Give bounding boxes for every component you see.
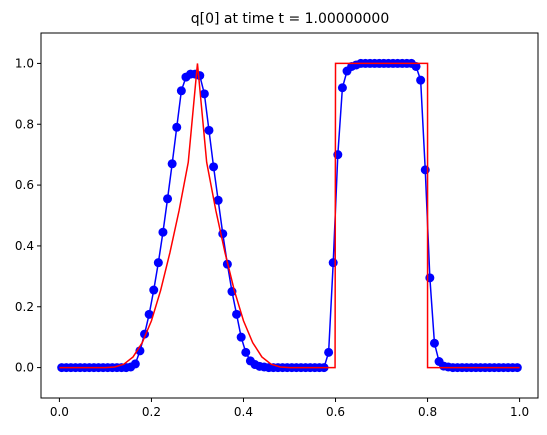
series-blue-point <box>130 359 140 369</box>
x-axis: 0.0 0.2 0.4 0.6 0.8 1.0 <box>50 398 529 419</box>
series-blue-point <box>144 309 154 319</box>
series-blue-point <box>167 159 177 169</box>
series-blue-point <box>328 258 338 268</box>
plot-frame <box>40 32 539 399</box>
x-tick-label: 1.0 <box>510 405 529 419</box>
y-tick-label: 0.0 <box>15 361 34 375</box>
y-tick-label: 0.6 <box>15 178 34 192</box>
series-blue-point <box>213 195 223 205</box>
series-blue-point <box>149 285 159 295</box>
series-red-line <box>59 62 520 369</box>
x-tick-label: 0.6 <box>326 405 345 419</box>
series-blue-point <box>241 347 251 357</box>
series-blue-point <box>429 338 439 348</box>
series-blue-point <box>420 165 430 175</box>
y-tick-label: 1.0 <box>15 56 34 70</box>
series-blue-point <box>204 125 214 135</box>
series-blue-point <box>425 273 435 283</box>
x-tick-label: 0.2 <box>142 405 161 419</box>
series-blue-point <box>411 61 421 71</box>
series-blue-line <box>61 62 518 369</box>
series-blue-point <box>337 83 347 93</box>
series-layer <box>57 58 522 373</box>
y-axis: 0.0 0.2 0.4 0.6 0.8 1.0 <box>15 56 41 375</box>
x-tick-label: 0.4 <box>234 405 253 419</box>
series-blue-point <box>416 75 426 85</box>
series-blue-point <box>199 89 209 99</box>
y-tick-label: 0.4 <box>15 239 34 253</box>
chart-title: q[0] at time t = 1.00000000 <box>191 11 390 27</box>
series-blue-point <box>232 309 242 319</box>
y-tick-label: 0.2 <box>15 300 34 314</box>
series-blue-point <box>158 227 168 237</box>
series-blue-point <box>172 122 182 132</box>
series-blue-point <box>163 194 173 204</box>
x-tick-label: 0.0 <box>50 405 69 419</box>
series-blue-point <box>195 71 205 81</box>
series-blue-point <box>153 258 163 268</box>
y-tick-label: 0.8 <box>15 117 34 131</box>
series-blue-point <box>236 332 246 342</box>
series-blue-point <box>209 162 219 172</box>
series-blue-point <box>176 86 186 96</box>
x-tick-label: 0.8 <box>418 405 437 419</box>
series-blue-point <box>324 347 334 357</box>
